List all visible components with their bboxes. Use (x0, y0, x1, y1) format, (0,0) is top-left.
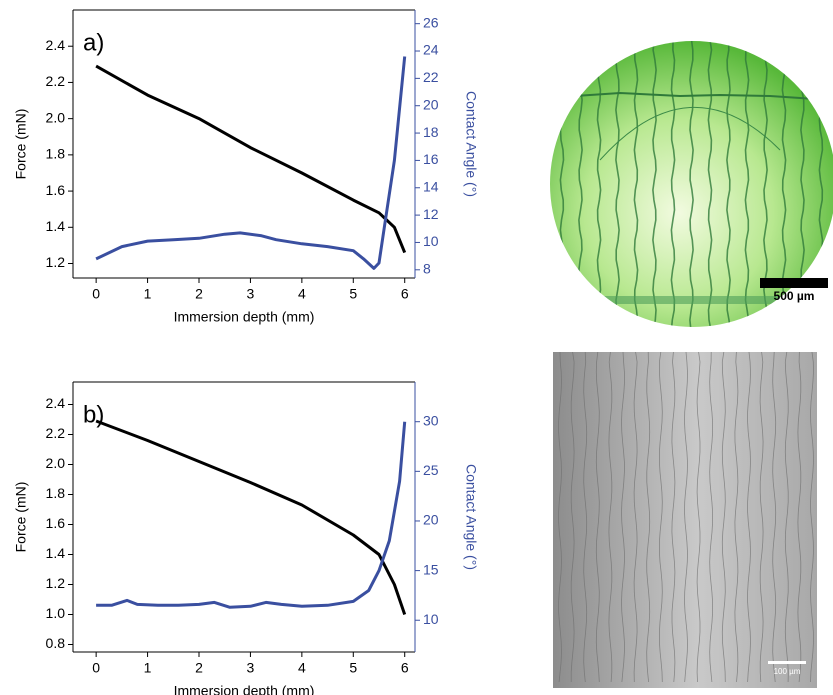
stripe (721, 351, 726, 683)
micrograph-b: 100 µm (553, 351, 817, 688)
x-tick-label: 1 (144, 286, 152, 302)
stripe (671, 351, 676, 683)
x-axis-label: Immersion depth (mm) (174, 683, 315, 695)
panel-label: a) (83, 29, 104, 56)
stripe (784, 351, 789, 683)
stripe (707, 41, 713, 327)
data-line (95, 419, 407, 615)
stripe (797, 351, 802, 683)
y-tick-label: 1.6 (46, 182, 66, 198)
y-tick-label: 2.4 (46, 37, 66, 53)
y2-tick-label: 12 (423, 206, 439, 222)
chart: a)0 1 2 3 4 5 61.21.41.61.82.02.22.48101214161… (13, 9, 479, 325)
y2-tick-label: 10 (423, 611, 439, 627)
stripe (570, 351, 575, 682)
stripe (684, 351, 688, 683)
stripe (772, 351, 777, 683)
data-line (95, 56, 407, 270)
y2-tick-label: 15 (423, 561, 439, 577)
y-tick-label: 1.0 (46, 605, 66, 621)
data-line (95, 64, 407, 254)
y-tick-label: 2.2 (46, 73, 66, 89)
scale-bar (760, 278, 828, 288)
stripe (596, 41, 602, 327)
x-tick-label: 1 (144, 660, 152, 676)
stripe (633, 41, 639, 327)
y2-tick-label: 26 (423, 14, 439, 30)
y-axis-label: Force (mN) (13, 482, 29, 553)
y-tick-label: 1.8 (46, 485, 66, 501)
y2-tick-label: 24 (423, 42, 439, 58)
y2-tick-label: 20 (423, 96, 439, 112)
y-tick-label: 2.0 (46, 455, 66, 471)
stripe-pattern (558, 351, 814, 683)
y2-tick-label: 10 (423, 233, 439, 249)
stripe (615, 41, 620, 327)
y-tick-label: 0.8 (46, 635, 66, 651)
x-tick-label: 6 (401, 660, 409, 676)
y-tick-label: 2.0 (46, 109, 66, 125)
x-tick-label: 3 (247, 660, 255, 676)
stripe (595, 351, 600, 683)
y-tick-label: 1.2 (46, 575, 66, 591)
y-tick-label: 2.2 (46, 425, 66, 441)
x-tick-label: 2 (195, 660, 203, 676)
stripe (689, 41, 694, 327)
stripe (583, 351, 588, 683)
stripe (726, 41, 731, 327)
y-tick-label: 2.4 (46, 395, 66, 411)
x-tick-label: 4 (298, 660, 306, 676)
y2-tick-label: 25 (423, 462, 439, 478)
y-tick-label: 1.2 (46, 254, 66, 270)
y2-tick-label: 18 (423, 124, 439, 140)
x-tick-label: 6 (401, 286, 409, 302)
stripe (608, 351, 613, 683)
y2-tick-label: 20 (423, 512, 439, 528)
x-tick-label: 3 (247, 286, 255, 302)
y2-tick-label: 8 (423, 260, 431, 276)
y2-tick-label: 30 (423, 412, 439, 428)
stripe (646, 351, 651, 683)
y2-tick-label: 16 (423, 151, 439, 167)
y2-axis-label: Contact Angle (°) (463, 91, 479, 197)
micrograph-a: 500 µm (550, 41, 833, 327)
scale-label: 500 µm (774, 289, 815, 303)
scale-label: 100 µm (774, 667, 801, 676)
x-tick-label: 2 (195, 286, 203, 302)
stripe (810, 351, 814, 683)
stripe (633, 351, 638, 683)
stripe (670, 41, 676, 327)
y-tick-label: 1.6 (46, 515, 66, 531)
stripe (659, 351, 663, 683)
stripe (744, 41, 750, 327)
x-axis-label: Immersion depth (mm) (174, 309, 315, 325)
x-tick-label: 5 (349, 286, 357, 302)
y2-tick-label: 14 (423, 178, 439, 194)
stripe (558, 351, 562, 683)
y2-axis-label: Contact Angle (°) (463, 464, 479, 570)
stripe (709, 351, 713, 683)
y2-tick-label: 22 (423, 69, 439, 85)
stripe (734, 351, 739, 683)
y-tick-label: 1.8 (46, 146, 66, 162)
bottom-band (560, 296, 830, 304)
y-tick-label: 1.4 (46, 218, 66, 234)
x-tick-label: 0 (92, 286, 100, 302)
stripe (759, 351, 764, 683)
stripe (621, 351, 625, 683)
stripe (696, 351, 701, 683)
charts: a)0 1 2 3 4 5 61.21.41.61.82.02.22.48101214161… (13, 9, 479, 695)
meniscus-arc (599, 107, 781, 161)
x-tick-label: 0 (92, 660, 100, 676)
stripe (652, 41, 657, 327)
data-line (96, 421, 407, 609)
x-tick-label: 4 (298, 286, 306, 302)
chart: b)0 1 2 3 4 5 60.81.01.21.41.61.82.02.22.41015… (13, 381, 479, 695)
scale-bar (768, 661, 806, 664)
stripe (747, 351, 751, 683)
y-tick-label: 1.4 (46, 545, 66, 561)
y-axis-label: Force (mN) (13, 109, 29, 180)
x-tick-label: 5 (349, 660, 357, 676)
